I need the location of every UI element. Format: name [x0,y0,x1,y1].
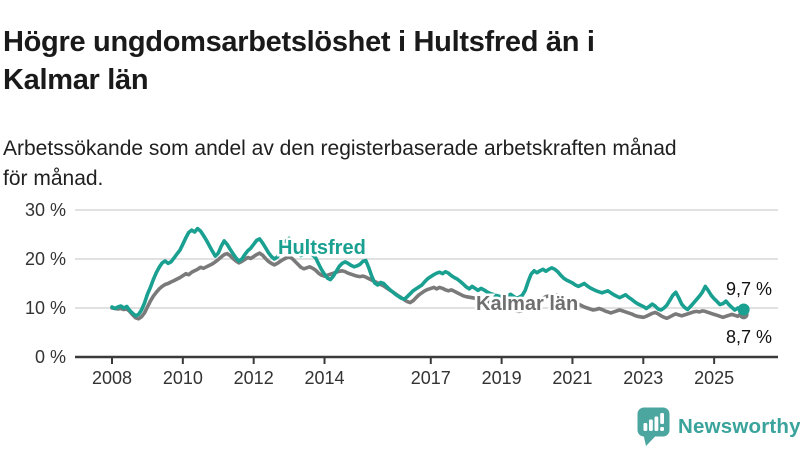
y-tick-label-0: 0 % [35,347,66,367]
x-tick-label-2014: 2014 [304,368,344,388]
subtitle-line-2: för månad. [3,167,104,190]
series-label-kalmar-l-n: Kalmar län [476,293,578,315]
end-dot-hultsfred [737,303,750,316]
newsworthy-logo[interactable]: Newsworthy [637,406,800,447]
title-line-2: Kalmar län [3,64,149,97]
page-title: Högre ungdomsarbetslöshet i Hultsfred än… [3,23,795,99]
unemployment-line-chart: 2008 2010 2012 2014 2017 2019 2021 2023 2025 0 % 1… [25,200,778,388]
x-tick-label-2021: 2021 [552,368,592,388]
subtitle-line-1: Arbetssökande som andel av den registerb… [3,137,677,160]
series-label-hultsfred: Hultsfred [278,237,366,259]
newsworthy-icon [637,407,670,446]
series-line-hultsfred [110,226,746,318]
end-value-label-hultsfred: 9,7 % [726,279,772,299]
x-tick-label-2012: 2012 [234,368,274,388]
x-tick-label-2025: 2025 [694,368,734,388]
x-tick-label-2019: 2019 [482,368,522,388]
chart-subtitle: Arbetssökande som andel av den registerb… [3,134,795,194]
title-line-1: Högre ungdomsarbetslöshet i Hultsfred än… [3,26,595,59]
newsworthy-wordmark: Newsworthy [678,414,800,438]
series-line-kalmar-l-n [110,251,746,321]
end-value-label-kalmar-l-n: 8,7 % [726,327,772,347]
x-tick-label-2017: 2017 [411,368,451,388]
x-tick-label-2008: 2008 [92,368,132,388]
x-tick-label-2023: 2023 [623,368,663,388]
y-tick-label-10: 10 % [25,298,66,318]
x-tick-label-2010: 2010 [163,368,203,388]
y-tick-label-20: 20 % [25,249,66,269]
y-tick-label-30: 30 % [25,200,66,220]
